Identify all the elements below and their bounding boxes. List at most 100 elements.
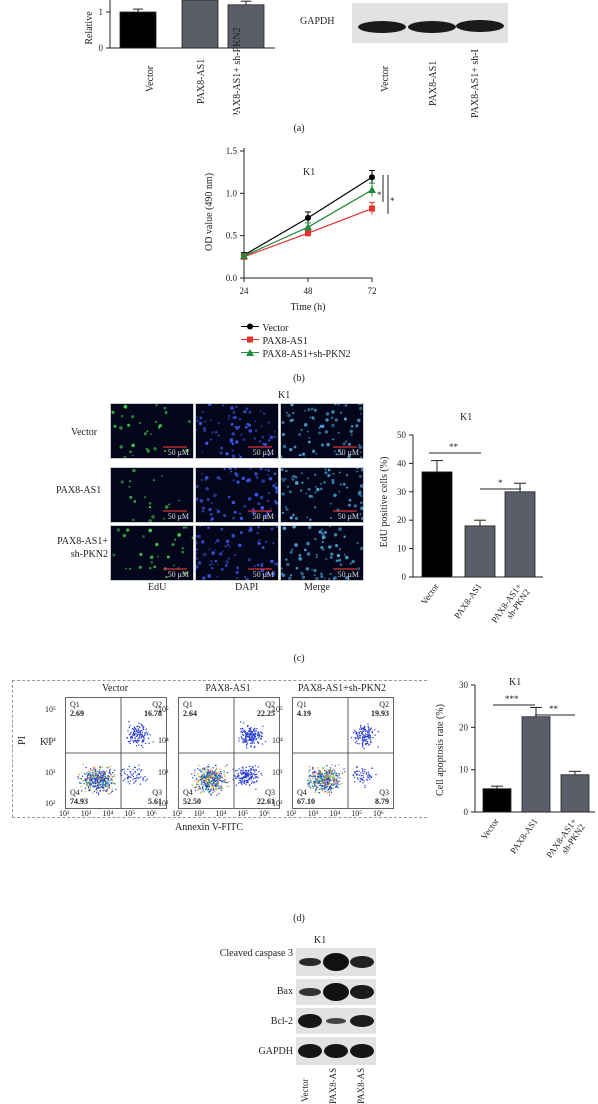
bar — [421, 471, 453, 578]
category-label: PAX8-AS1+ sh-PKN2 — [232, 27, 243, 115]
column-label: DAPI — [235, 582, 259, 593]
x-tick-label: 10⁴ — [329, 809, 341, 818]
y-tick-label: 40 — [397, 458, 407, 468]
facs-plot: Q1 2.64 Q2 22.25 Q3 22.61 Q4 52.50 — [178, 697, 280, 809]
x-tick-label: 72 — [368, 286, 377, 296]
y-tick-label: 0 — [464, 807, 469, 817]
y-tick-label: 1 — [99, 7, 104, 17]
bar — [521, 716, 551, 813]
micrograph-edu: 50 μM — [110, 467, 194, 523]
micrograph-merge: 50 μM — [280, 467, 364, 523]
od-line-chart: OD value (490 nm) 0.00.51.01.524 48 72 K1 … — [204, 146, 395, 313]
western-blot-bax — [296, 979, 376, 1005]
x-tick-label: 10⁴ — [102, 809, 114, 818]
x-tick-label: 10² — [59, 809, 70, 818]
category-label: Vector — [145, 65, 156, 92]
western-blot-bcl2 — [296, 1008, 376, 1034]
legend-item: Vector — [240, 322, 351, 335]
blot-label-gapdh: GAPDH — [300, 16, 335, 27]
data-point — [240, 251, 248, 259]
blot-title: K1 — [314, 935, 327, 946]
lane-label: Vector — [380, 65, 391, 92]
line-legend: Vector PAX8-AS1 PAX8-AS1+sh-PKN2 — [240, 322, 351, 361]
caption-d: (d) — [293, 913, 305, 924]
bar — [464, 525, 496, 578]
category-label: Vector — [419, 581, 441, 606]
quadrant-label-q3: Q3 8.79 — [375, 788, 389, 806]
scale-bar-label: 50 μM — [252, 512, 274, 521]
edu-bar-chart: K1 EdU positive cells (%) 0 10 20 30 40 50 Vec… — [379, 412, 543, 625]
y-tick-label: 0.0 — [226, 273, 238, 283]
micrograph-dapi: 50 μM — [195, 525, 279, 581]
y-axis-label: EdU positive cells (%) — [379, 457, 390, 548]
facs-plot-title: Vector — [101, 683, 129, 694]
dashed-border-top — [12, 680, 427, 682]
micrograph-dapi: 50 μM — [195, 403, 279, 459]
y-tick-label: 10 — [397, 544, 407, 554]
y-tick-label: 10³ — [45, 767, 56, 777]
y-tick-label: 50 — [397, 430, 407, 440]
quadrant-label-q1: Q1 2.64 — [183, 700, 197, 718]
x-tick-label: 10³ — [80, 809, 92, 818]
apoptosis-bar-chart: K1 Cell apoptosis rate (%) 0 10 20 30 Vector… — [435, 677, 595, 860]
bar — [119, 11, 157, 49]
bar — [227, 4, 265, 49]
quadrant-label-q1: Q1 4.19 — [297, 700, 311, 718]
y-tick-label: 10² — [45, 799, 56, 808]
y-tick-label: 10⁵ — [45, 704, 56, 714]
scale-bar-label: 50 μM — [167, 570, 189, 579]
y-axis-label: Cell apoptosis rate (%) — [435, 704, 446, 796]
micrograph-edu: 50 μM — [110, 525, 194, 581]
x-tick-label: 10³ — [307, 809, 319, 818]
row-label: PAX8-AS1 — [56, 485, 102, 496]
y-tick-label: 0 — [99, 43, 104, 53]
ticks: 0.0 0.5 1.0 1.5 24 48 72 — [226, 146, 377, 296]
scale-bar-label: 50 μM — [337, 570, 359, 579]
lane-label: Vector — [300, 1079, 310, 1103]
chart-title: K1 — [303, 167, 315, 178]
lane-label: PAX8-AS1 — [428, 61, 439, 106]
scale-bar-label: 50 μM — [337, 448, 359, 457]
caption-a: (a) — [293, 123, 305, 134]
blot-lane-labels-e: Vector PAX8-AS1 PAX8-AS1+ sh-PKN2 — [300, 1068, 366, 1104]
legend-item: PAX8-AS1+sh-PKN2 — [240, 348, 351, 361]
y-axis-label: OD value (490 nm) — [204, 173, 215, 251]
x-tick-label: 10⁶ — [145, 809, 157, 818]
micrograph-dapi: 50 μM — [195, 467, 279, 523]
sig-mark: *** — [505, 694, 519, 704]
lane-label: PAX8-AS1 — [328, 1068, 338, 1104]
facs-plot: Q1 2.69 Q2 16.78 Q3 5.61 Q4 74.93 — [65, 697, 167, 809]
chart-title: K1 — [509, 677, 521, 688]
data-point — [369, 205, 375, 212]
x-tick-label: 10⁴ — [215, 809, 227, 818]
category-label: PAX8-AS1 — [508, 816, 540, 855]
y-tick-label: 0.5 — [226, 231, 238, 241]
category-label: PAX8-AS1 — [196, 59, 207, 104]
lane-label: PAX8-AS1+ sh-PKN2 — [356, 1068, 366, 1104]
y-tick-label: 1.0 — [226, 188, 238, 198]
legend-label: PAX8-AS1+sh-PKN2 — [262, 349, 351, 360]
y-tick-label: 10² — [158, 799, 169, 808]
y-tick-label: 10⁵ — [272, 704, 283, 714]
quadrant-label-q2: Q2 16.78 — [144, 700, 162, 718]
x-tick-label: 24 — [240, 286, 250, 296]
band-label: GAPDH — [258, 1046, 293, 1057]
x-tick-label: 10⁶ — [258, 809, 270, 818]
bar — [504, 491, 536, 578]
column-label: Merge — [304, 582, 330, 593]
y-tick-label: 10³ — [272, 767, 283, 777]
y-tick-label: 10² — [272, 799, 283, 808]
bars-group: 0 10 20 30 Vector PAX8-AS1 PAX8-AS1+sh-PKN2 — [459, 680, 595, 860]
quadrant-label-q2: Q2 22.25 — [257, 700, 275, 718]
data-point — [305, 214, 311, 221]
x-tick-label: 10³ — [193, 809, 205, 818]
scale-bar-label: 50 μM — [252, 570, 274, 579]
y-axis-label: PI — [16, 736, 28, 745]
quadrant-label-q4: Q4 74.93 — [70, 788, 88, 806]
x-axis-label: Time (h) — [291, 302, 326, 313]
band-label: Bcl-2 — [270, 1016, 293, 1027]
western-blot-gapdh-e — [296, 1037, 376, 1065]
scale-bar-label: 50 μM — [337, 512, 359, 521]
quadrant-label-q3: Q3 5.61 — [148, 788, 162, 806]
y-tick-label: 20 — [397, 515, 407, 525]
